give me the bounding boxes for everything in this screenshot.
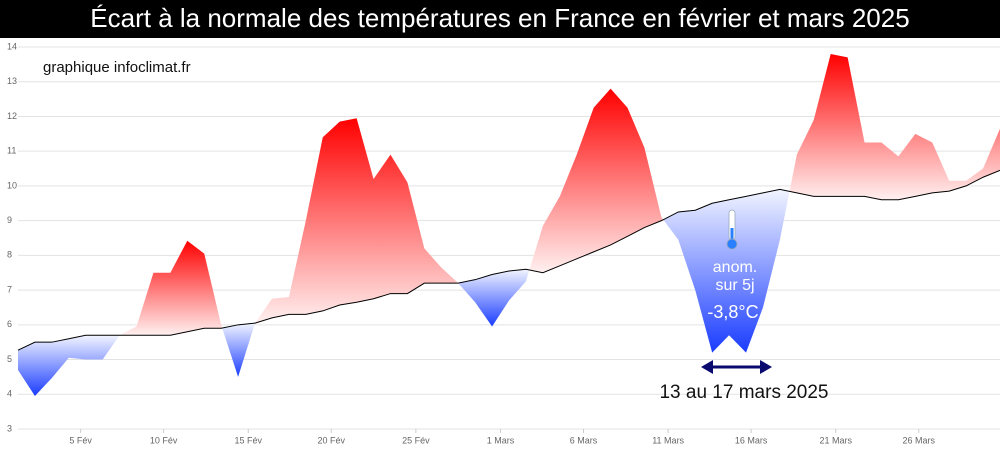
x-tick-label: 15 Fév bbox=[235, 435, 263, 445]
anomaly-label: sur 5j bbox=[715, 277, 754, 294]
y-tick-label: 7 bbox=[7, 284, 12, 294]
x-tick-label: 16 Mars bbox=[735, 435, 768, 445]
x-tick-label: 26 Mars bbox=[902, 435, 935, 445]
chart-title: Écart à la normale des températures en F… bbox=[90, 3, 909, 33]
x-tick-label: 21 Mars bbox=[820, 435, 853, 445]
anomaly-label: anom. bbox=[713, 259, 757, 276]
y-tick-label: 11 bbox=[7, 146, 16, 156]
y-tick-label: 4 bbox=[7, 389, 12, 399]
y-tick-label: 6 bbox=[7, 319, 12, 329]
period-arrow bbox=[701, 360, 772, 374]
x-tick-label: 10 Fév bbox=[150, 435, 178, 445]
period-label: 13 au 17 mars 2025 bbox=[659, 382, 828, 403]
negative-anomaly-area bbox=[18, 335, 120, 397]
source-label: graphique infoclimat.fr bbox=[43, 59, 191, 76]
negative-anomaly-area bbox=[458, 269, 530, 327]
negative-anomaly-area bbox=[222, 323, 256, 377]
y-tick-label: 13 bbox=[7, 76, 17, 86]
normal-line bbox=[17, 169, 1000, 351]
y-tick-label: 3 bbox=[7, 423, 12, 433]
positive-anomaly-area bbox=[119, 240, 223, 336]
y-tick-label: 8 bbox=[7, 250, 12, 260]
x-tick-label: 6 Mars bbox=[570, 435, 598, 445]
x-tick-label: 25 Fév bbox=[402, 435, 430, 445]
x-tick-label: 1 Mars bbox=[487, 435, 515, 445]
y-tick-label: 9 bbox=[7, 215, 12, 225]
x-tick-label: 11 Mars bbox=[652, 435, 684, 445]
y-tick-label: 10 bbox=[7, 180, 17, 190]
anomaly-value: -3,8°C bbox=[707, 302, 758, 322]
x-tick-label: 20 Fév bbox=[317, 435, 345, 445]
x-tick-label: 5 Fév bbox=[69, 435, 92, 445]
y-tick-label: 5 bbox=[7, 354, 12, 364]
y-tick-label: 14 bbox=[7, 41, 17, 51]
positive-anomaly-area bbox=[529, 88, 664, 273]
y-tick-label: 12 bbox=[7, 111, 17, 121]
negative-anomaly-area bbox=[663, 189, 790, 353]
positive-anomaly-area bbox=[255, 118, 459, 324]
thermometer-icon bbox=[726, 209, 738, 250]
positive-anomaly-area bbox=[789, 53, 1000, 200]
title-bar bbox=[0, 0, 1000, 38]
